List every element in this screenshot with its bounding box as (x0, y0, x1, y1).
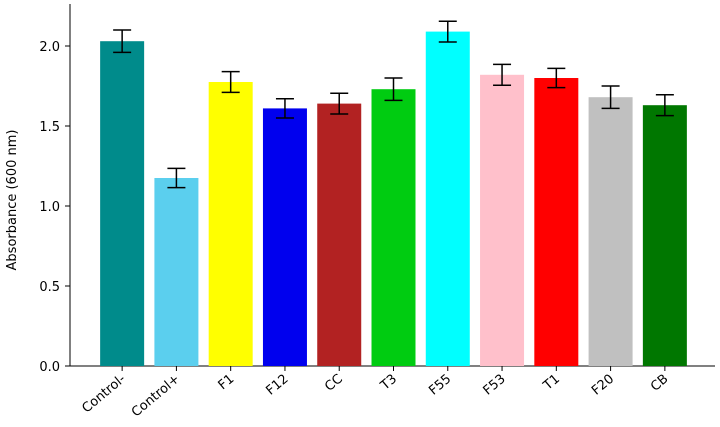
bar (262, 108, 307, 367)
bar (208, 82, 253, 366)
x-tick-label: Control+ (129, 372, 183, 421)
bar (642, 105, 687, 366)
bar (425, 31, 470, 366)
x-tick-label: CB (648, 372, 671, 395)
x-tick-label: F55 (426, 372, 454, 399)
bar (371, 89, 416, 366)
x-tick-label: F53 (481, 372, 509, 399)
y-axis-label: Absorbance (600 nm) (5, 130, 20, 271)
bar (154, 178, 199, 366)
bar (534, 78, 579, 366)
bar (480, 74, 525, 367)
x-tick-label: F20 (589, 372, 617, 399)
bar (317, 103, 362, 366)
x-tick-label: Control- (79, 371, 128, 416)
x-tick-label: F1 (216, 372, 238, 394)
bar (588, 97, 633, 366)
x-tick-label: F12 (263, 372, 291, 399)
y-tick-label: 0.5 (39, 280, 60, 295)
y-tick-label: 0.0 (39, 360, 60, 375)
x-tick-label: CC (322, 372, 346, 395)
y-tick-label: 1.5 (39, 120, 60, 135)
y-tick-label: 1.0 (39, 200, 60, 215)
bar (100, 41, 145, 366)
x-tick-label: T1 (540, 372, 563, 395)
y-tick-label: 2.0 (39, 40, 60, 55)
x-tick-label: T3 (377, 372, 400, 395)
